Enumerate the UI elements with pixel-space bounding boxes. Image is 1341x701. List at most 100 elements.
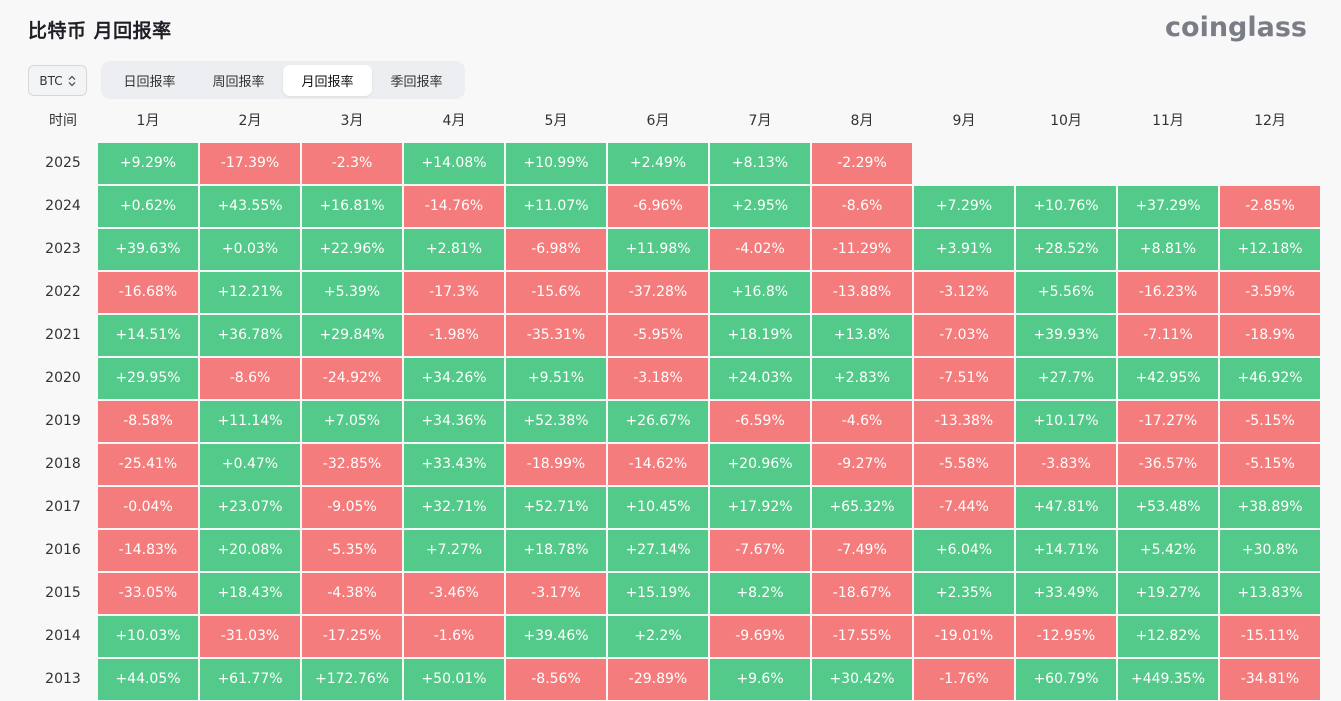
return-cell: +10.76%	[1016, 186, 1116, 227]
return-cell: -6.98%	[506, 229, 606, 270]
year-label: 2025	[45, 155, 81, 171]
return-cell: -17.25%	[302, 616, 402, 657]
return-cell: +32.71%	[404, 487, 504, 528]
return-cell: +33.43%	[404, 444, 504, 485]
return-cell: +43.55%	[200, 186, 300, 227]
return-cell: -17.55%	[812, 616, 912, 657]
return-cell: +52.71%	[506, 487, 606, 528]
return-cell: +65.32%	[812, 487, 912, 528]
return-cell: +9.29%	[98, 143, 198, 184]
return-cell: +16.81%	[302, 186, 402, 227]
return-cell: +5.39%	[302, 272, 402, 313]
return-cell: -11.29%	[812, 229, 912, 270]
table-row: 2023 +39.63% +0.03% +22.96% +2.81% -6.98% +11.…	[28, 228, 1328, 271]
return-cell: +11.07%	[506, 186, 606, 227]
return-cell: -4.02%	[710, 229, 810, 270]
table-row: 2014 +10.03% -31.03% -17.25% -1.6% +39.46% +2.…	[28, 615, 1328, 658]
return-cell: +53.48%	[1118, 487, 1218, 528]
return-cell: +10.99%	[506, 143, 606, 184]
return-cell: -7.44%	[914, 487, 1014, 528]
return-cell: -9.69%	[710, 616, 810, 657]
header-month: 3月	[340, 113, 364, 129]
year-label: 2023	[45, 241, 81, 257]
year-label: 2022	[45, 284, 81, 300]
return-cell: +29.95%	[98, 358, 198, 399]
return-cell: -19.01%	[914, 616, 1014, 657]
table-row: 2020 +29.95% -8.6% -24.92% +34.26% +9.51% -3.1…	[28, 357, 1328, 400]
return-cell: +10.45%	[608, 487, 708, 528]
return-cell: +2.2%	[608, 616, 708, 657]
header-month: 4月	[442, 113, 466, 129]
header-month: 5月	[544, 113, 568, 129]
return-cell: +12.82%	[1118, 616, 1218, 657]
return-cell: +2.81%	[404, 229, 504, 270]
return-cell: -3.17%	[506, 573, 606, 614]
return-cell: +0.47%	[200, 444, 300, 485]
return-cell: +6.04%	[914, 530, 1014, 571]
return-cell: -31.03%	[200, 616, 300, 657]
return-cell: -3.12%	[914, 272, 1014, 313]
return-cell: -1.76%	[914, 659, 1014, 700]
header-month: 1月	[136, 113, 160, 129]
return-cell: +22.96%	[302, 229, 402, 270]
return-cell: +2.95%	[710, 186, 810, 227]
return-cell: -14.62%	[608, 444, 708, 485]
return-cell: +34.36%	[404, 401, 504, 442]
return-period-tabs: 日回报率 周回报率 月回报率 季回报率	[101, 61, 465, 99]
return-cell: +29.84%	[302, 315, 402, 356]
return-cell: -3.18%	[608, 358, 708, 399]
year-label: 2024	[45, 198, 81, 214]
return-cell: +20.08%	[200, 530, 300, 571]
return-cell: -5.15%	[1220, 401, 1320, 442]
return-cell: +8.2%	[710, 573, 810, 614]
return-cell: +8.13%	[710, 143, 810, 184]
return-cell: +13.83%	[1220, 573, 1320, 614]
return-cell: -37.28%	[608, 272, 708, 313]
return-cell: -13.88%	[812, 272, 912, 313]
return-cell: +15.19%	[608, 573, 708, 614]
return-cell: -24.92%	[302, 358, 402, 399]
return-cell: -18.99%	[506, 444, 606, 485]
coin-select[interactable]: BTC	[28, 65, 87, 96]
header-month: 7月	[748, 113, 772, 129]
return-cell: +33.49%	[1016, 573, 1116, 614]
return-cell: +34.26%	[404, 358, 504, 399]
table-row: 2019 -8.58% +11.14% +7.05% +34.36% +52.38% +26…	[28, 400, 1328, 443]
return-cell: -8.6%	[200, 358, 300, 399]
header-month: 6月	[646, 113, 670, 129]
return-cell: -3.59%	[1220, 272, 1320, 313]
chevron-updown-icon	[68, 75, 76, 87]
page-title: 比特币 月回报率	[28, 20, 172, 42]
table-row: 2016 -14.83% +20.08% -5.35% +7.27% +18.78% +27…	[28, 529, 1328, 572]
return-cell: +14.08%	[404, 143, 504, 184]
tab-quarterly-return[interactable]: 季回报率	[390, 74, 443, 90]
return-cell: -14.76%	[404, 186, 504, 227]
tab-daily-return[interactable]: 日回报率	[123, 74, 176, 90]
return-cell: -2.3%	[302, 143, 402, 184]
table-row: 2022 -16.68% +12.21% +5.39% -17.3% -15.6% -37.…	[28, 271, 1328, 314]
coin-select-value: BTC	[39, 73, 63, 88]
return-cell: -5.58%	[914, 444, 1014, 485]
return-cell: +61.77%	[200, 659, 300, 700]
return-cell: -3.83%	[1016, 444, 1116, 485]
table-row: 2024 +0.62% +43.55% +16.81% -14.76% +11.07% -6…	[28, 185, 1328, 228]
return-cell: -14.83%	[98, 530, 198, 571]
table-row: 2018 -25.41% +0.47% -32.85% +33.43% -18.99% -1…	[28, 443, 1328, 486]
return-cell: -32.85%	[302, 444, 402, 485]
return-cell: +11.98%	[608, 229, 708, 270]
return-cell: -36.57%	[1118, 444, 1218, 485]
return-cell: +18.78%	[506, 530, 606, 571]
return-cell: -12.95%	[1016, 616, 1116, 657]
return-cell: -2.85%	[1220, 186, 1320, 227]
return-cell: +12.18%	[1220, 229, 1320, 270]
year-label: 2016	[45, 542, 81, 558]
return-cell: -13.38%	[914, 401, 1014, 442]
return-cell: -7.11%	[1118, 315, 1218, 356]
header-month: 12月	[1254, 113, 1286, 129]
return-cell: -4.6%	[812, 401, 912, 442]
tab-weekly-return[interactable]: 周回报率	[212, 74, 265, 90]
return-cell: +37.29%	[1118, 186, 1218, 227]
tab-monthly-return[interactable]: 月回报率	[283, 64, 372, 96]
return-cell: +9.6%	[710, 659, 810, 700]
return-cell: +3.91%	[914, 229, 1014, 270]
